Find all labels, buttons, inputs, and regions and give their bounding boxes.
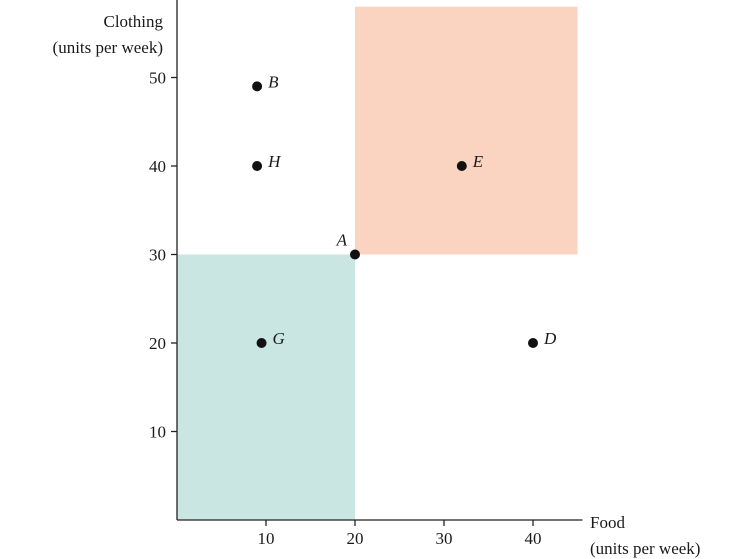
x-axis-title: Food: [590, 513, 625, 532]
y-tick-label: 20: [149, 334, 166, 353]
point-A: [350, 249, 360, 260]
x-axis-unit: (units per week): [590, 539, 700, 558]
point-E: [456, 161, 467, 171]
point-label-A: A: [336, 231, 348, 250]
region-less-preferred: [177, 254, 355, 520]
y-axis-unit: (units per week): [53, 38, 163, 57]
point-G: [256, 338, 267, 348]
shaded-regions: [177, 6, 578, 520]
point-label-D: D: [543, 329, 557, 348]
y-tick-label: 50: [149, 69, 166, 88]
y-tick-label: 40: [149, 157, 166, 176]
x-tick-label: 30: [436, 529, 453, 548]
point-B: [252, 81, 263, 92]
y-axis-ticks: 10 20 30 40 50: [149, 69, 177, 442]
point-label-B: B: [268, 72, 279, 91]
x-tick-label: 40: [525, 529, 542, 548]
axes: [176, 0, 583, 521]
region-preferred: [355, 6, 578, 255]
point-label-H: H: [267, 152, 282, 171]
y-tick-label: 30: [149, 246, 166, 265]
data-points: A B D E G H: [252, 72, 557, 348]
point-H: [252, 161, 263, 171]
x-tick-label: 20: [347, 529, 364, 548]
x-axis-ticks: 10 20 30 40: [258, 520, 542, 548]
point-label-G: G: [273, 329, 285, 348]
y-tick-label: 10: [149, 423, 166, 442]
point-label-E: E: [472, 152, 484, 171]
x-tick-label: 10: [258, 529, 275, 548]
y-axis-title: Clothing: [103, 12, 163, 31]
point-D: [528, 338, 538, 348]
